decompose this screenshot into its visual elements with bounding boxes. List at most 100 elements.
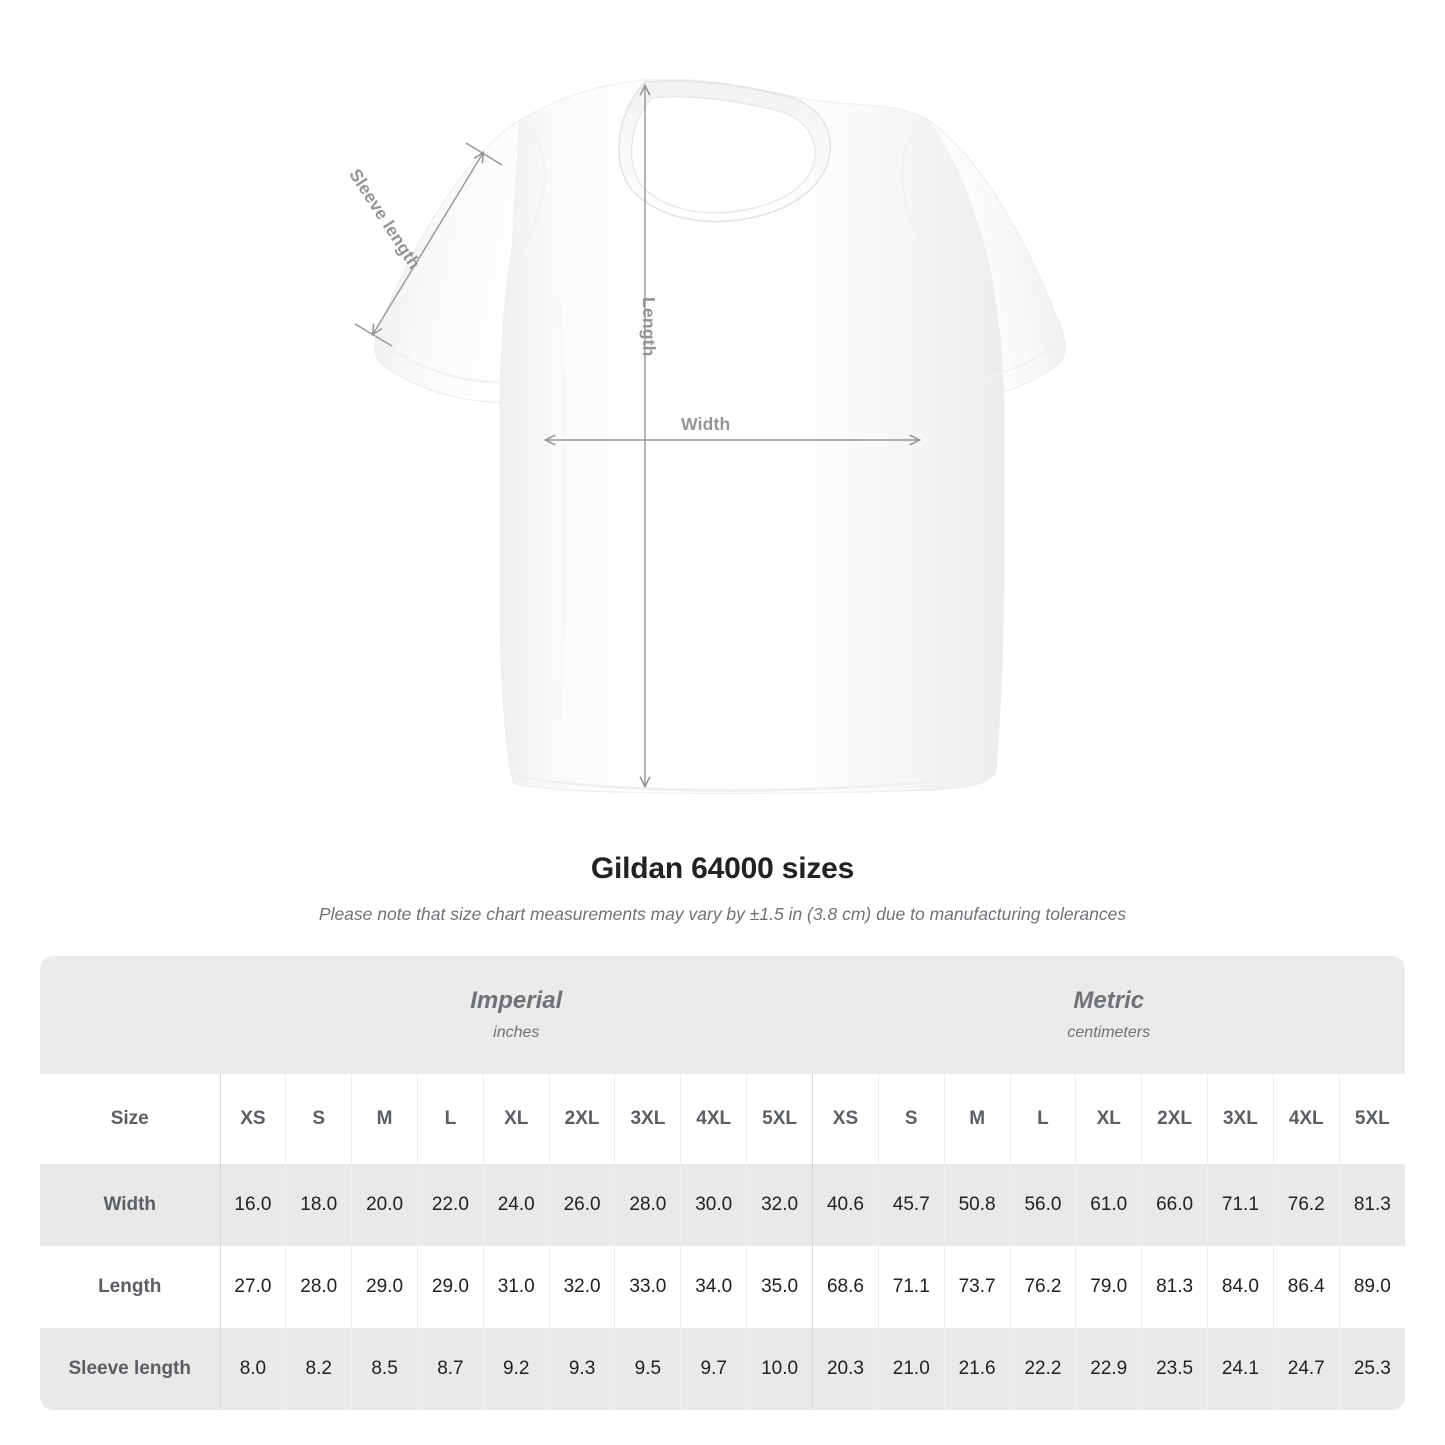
measurement-cell: 8.5 <box>351 1328 418 1410</box>
measurement-cell: 24.1 <box>1207 1328 1274 1410</box>
size-header-row: Size XS S M L XL 2XL 3XL 4XL 5XL XS S M L XL 2XL 3XL 4XL 5… <box>40 1074 1405 1164</box>
measurement-cell: 8.7 <box>416 1328 484 1410</box>
measurement-cell: 66.0 <box>1141 1164 1208 1246</box>
hem-line <box>511 773 931 792</box>
left-sleeve-hem <box>385 343 509 384</box>
size-header-cell: 3XL <box>1207 1074 1274 1164</box>
measurement-cell: 31.0 <box>482 1246 550 1328</box>
table-row: Sleeve length 8.0 8.2 8.5 8.7 9.2 9.3 9.5 9.7 10.… <box>40 1328 1405 1410</box>
measurement-cell: 45.7 <box>877 1164 945 1246</box>
size-chart-table-container: Imperial inches Metric centimeters Size XS S M L… <box>40 956 1405 1410</box>
right-shoulder-seam <box>901 119 927 253</box>
measurement-cell: 9.5 <box>614 1328 681 1410</box>
measurement-cell: 26.0 <box>548 1164 615 1246</box>
measurement-cell: 73.7 <box>943 1246 1011 1328</box>
measurement-cell: 9.7 <box>680 1328 747 1410</box>
measurement-cell: 9.2 <box>482 1328 550 1410</box>
measurement-cell: 21.6 <box>943 1328 1011 1410</box>
measurement-cell: 76.2 <box>1272 1164 1340 1246</box>
measurement-cell: 8.0 <box>219 1328 286 1410</box>
measurement-cell: 24.7 <box>1272 1328 1340 1410</box>
measurement-cell: 71.1 <box>877 1246 945 1328</box>
sleeve-length-cap-bottom <box>354 323 393 347</box>
measurement-cell: 35.0 <box>746 1246 813 1328</box>
width-label: Width <box>681 414 731 434</box>
measurement-cell: 28.0 <box>614 1164 681 1246</box>
collar-inner <box>631 96 816 214</box>
measurement-cell: 10.0 <box>746 1328 813 1410</box>
measurement-cell: 18.0 <box>285 1164 352 1246</box>
unit-group-unit: centimeters <box>1067 1023 1151 1041</box>
measurement-cell: 21.0 <box>877 1328 945 1410</box>
size-header-label: Size <box>40 1074 220 1164</box>
table-row: Length 27.0 28.0 29.0 29.0 31.0 32.0 33.0 34.0 35… <box>40 1246 1405 1328</box>
sleeve-length-cap-top <box>465 142 503 166</box>
row-label: Width <box>40 1164 220 1246</box>
measurement-cell: 33.0 <box>614 1246 681 1328</box>
tolerance-note: Please note that size chart measurements… <box>318 904 1127 924</box>
table-row: Width 16.0 18.0 20.0 22.0 24.0 26.0 28.0 30.0 32.… <box>40 1164 1405 1246</box>
size-header-cell: 5XL <box>746 1074 813 1164</box>
measurement-cell: 81.3 <box>1338 1164 1405 1246</box>
size-header-cell: XL <box>482 1074 550 1164</box>
unit-banner-row: Imperial inches Metric centimeters <box>40 956 1405 1074</box>
measurement-cell: 20.3 <box>812 1328 879 1410</box>
size-header-cell: 2XL <box>1141 1074 1208 1164</box>
measurement-cell: 34.0 <box>680 1246 747 1328</box>
size-header-cell: 4XL <box>1272 1074 1340 1164</box>
measurement-cell: 22.0 <box>416 1164 484 1246</box>
fabric-fold <box>558 299 566 721</box>
size-header-cell: 4XL <box>680 1074 747 1164</box>
sleeve-length-arrow <box>373 153 483 334</box>
measurement-cell: 20.0 <box>351 1164 418 1246</box>
measurement-cell: 61.0 <box>1075 1164 1142 1246</box>
measurement-cell: 16.0 <box>219 1164 286 1246</box>
row-label: Length <box>40 1246 220 1328</box>
measurement-cell: 24.0 <box>482 1164 550 1246</box>
size-header-cell: XL <box>1075 1074 1142 1164</box>
size-header-cell: M <box>351 1074 418 1164</box>
measurement-cell: 29.0 <box>351 1246 418 1328</box>
row-label: Sleeve length <box>40 1328 220 1410</box>
measurement-cell: 28.0 <box>285 1246 352 1328</box>
measurement-cell: 76.2 <box>1009 1246 1076 1328</box>
unit-group-metric: Metric centimeters <box>812 956 1405 1074</box>
measurement-cell: 40.6 <box>812 1164 879 1246</box>
unit-banner-spacer <box>40 956 220 1074</box>
measurement-cell: 22.9 <box>1075 1328 1142 1410</box>
measurement-cell: 27.0 <box>219 1246 286 1328</box>
unit-group-imperial: Imperial inches <box>220 956 813 1074</box>
measurement-cell: 8.2 <box>285 1328 352 1410</box>
measurement-cell: 86.4 <box>1272 1246 1340 1328</box>
size-header-cell: M <box>943 1074 1011 1164</box>
size-chart-table: Imperial inches Metric centimeters Size XS S M L… <box>40 956 1405 1410</box>
measurement-cell: 22.2 <box>1009 1328 1076 1410</box>
measurement-cell: 30.0 <box>680 1164 747 1246</box>
page-title: Gildan 64000 sizes <box>590 852 855 885</box>
measurement-cell: 32.0 <box>548 1246 615 1328</box>
size-header-cell: 3XL <box>614 1074 681 1164</box>
measurement-cell: 32.0 <box>746 1164 813 1246</box>
measurement-cell: 9.3 <box>548 1328 615 1410</box>
measurement-cell: 84.0 <box>1207 1246 1274 1328</box>
measurement-cell: 79.0 <box>1075 1246 1142 1328</box>
size-header-cell: S <box>877 1074 945 1164</box>
measurement-cell: 23.5 <box>1141 1328 1208 1410</box>
unit-group-name: Metric <box>1073 987 1145 1015</box>
size-header-cell: 5XL <box>1338 1074 1405 1164</box>
size-header-cell: XS <box>219 1074 286 1164</box>
measurement-cell: 25.3 <box>1338 1328 1405 1410</box>
t-shirt-illustration <box>354 78 1066 794</box>
t-shirt-diagram: Sleeve length Length Width <box>345 78 1066 794</box>
size-header-cell: L <box>1009 1074 1076 1164</box>
size-header-cell: L <box>416 1074 484 1164</box>
unit-group-unit: inches <box>493 1023 540 1041</box>
measurement-cell: 56.0 <box>1009 1164 1076 1246</box>
measurement-cell: 81.3 <box>1141 1246 1208 1328</box>
size-header-cell: S <box>285 1074 352 1164</box>
right-sleeve-hem <box>933 343 1057 384</box>
measurement-cell: 71.1 <box>1207 1164 1274 1246</box>
fabric-fold <box>894 299 902 721</box>
length-label: Length <box>639 297 659 357</box>
